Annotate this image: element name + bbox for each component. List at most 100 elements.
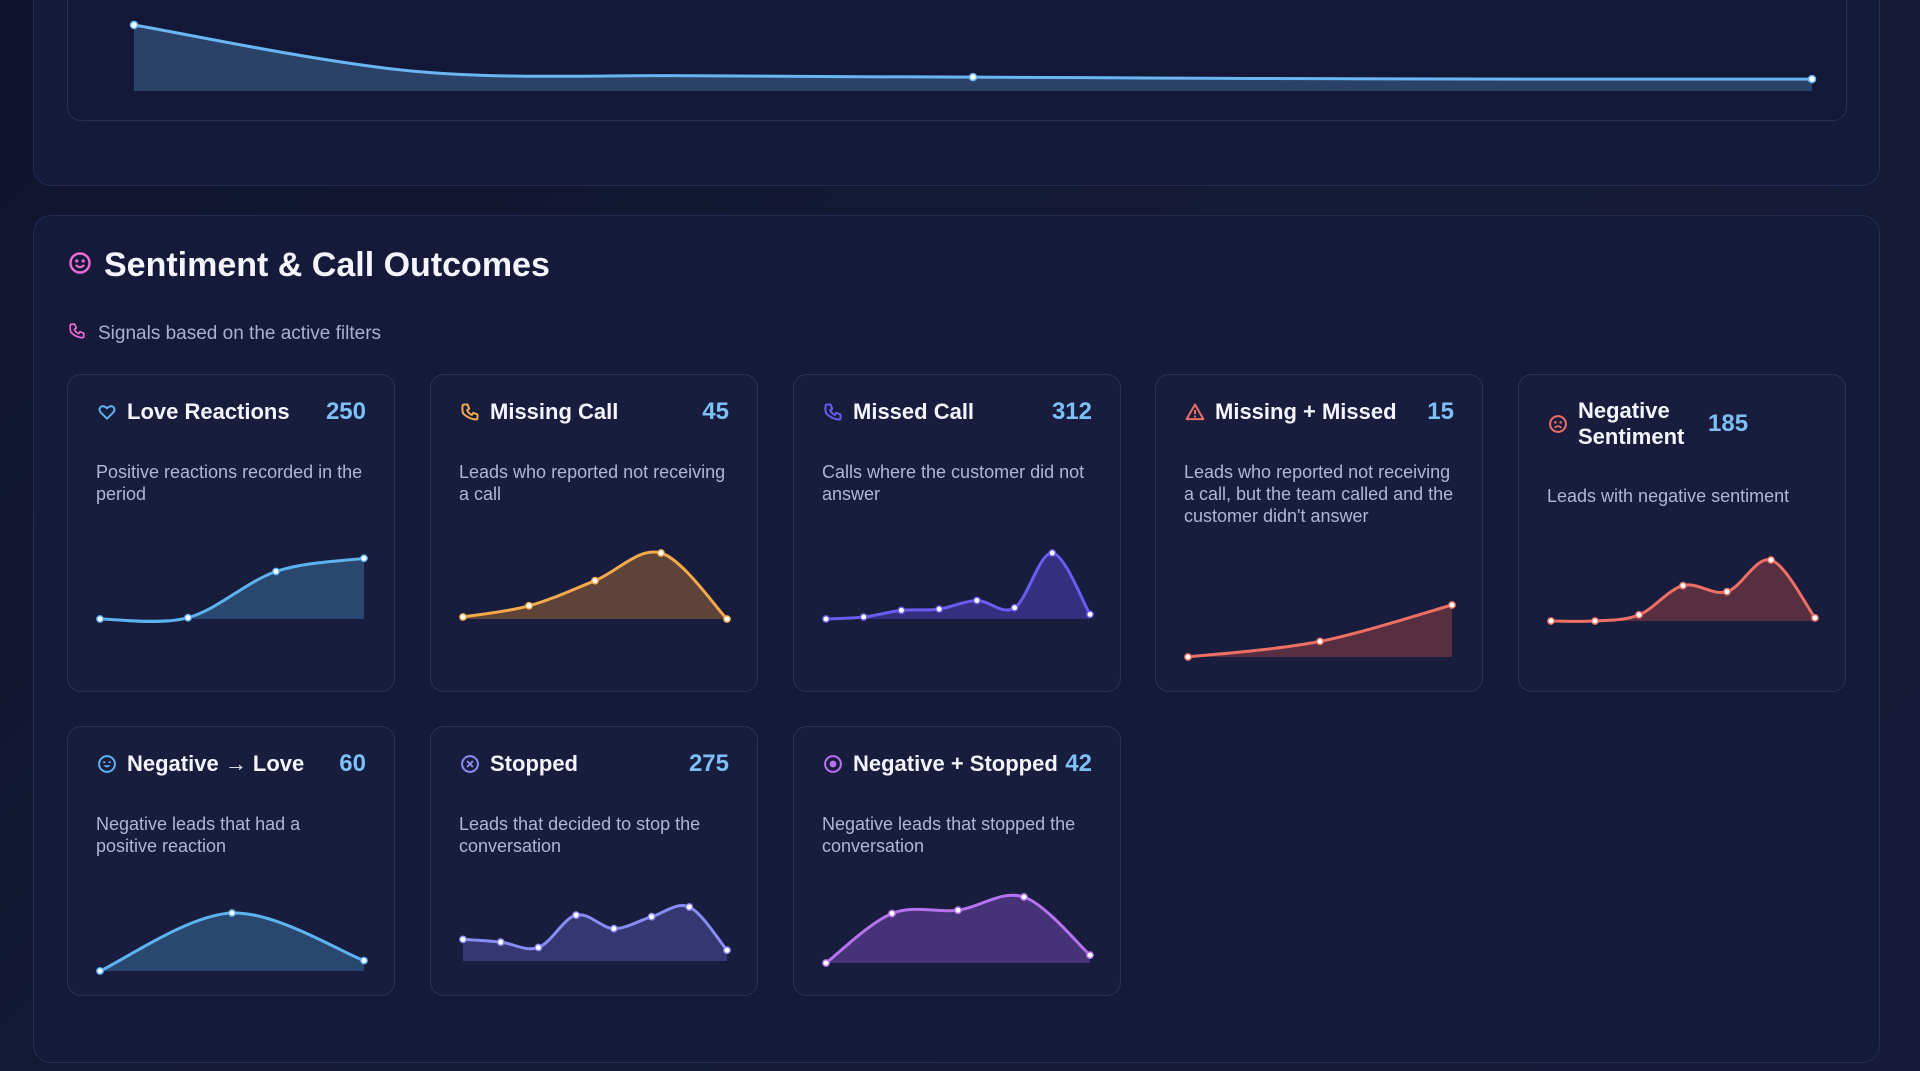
top-chart-point — [1807, 74, 1817, 84]
sparkline-point — [1010, 603, 1019, 612]
sparkline-point — [572, 911, 581, 920]
sparkline-point — [184, 613, 192, 622]
subtitle-text: Signals based on the active filters — [98, 322, 382, 344]
card-title: Missed Call — [853, 399, 975, 424]
sparkline-area — [826, 895, 1090, 963]
card-header: Missing Call 45 — [459, 397, 729, 427]
sparkline-chart — [96, 554, 368, 624]
card-description: Leads who reported not receiving a call — [459, 462, 726, 504]
sparkline-point — [272, 567, 280, 576]
sparkline-point — [525, 601, 533, 610]
card-title: Love Reactions — [127, 399, 290, 424]
metric-card-missed-call[interactable]: Missed Call 312 Calls where the customer d… — [793, 374, 1121, 692]
card-title: Missing Call — [490, 399, 619, 424]
sparkline-point — [1448, 601, 1456, 609]
top-panel — [33, 0, 1880, 186]
sparkline-area — [1188, 605, 1452, 657]
phone-icon — [68, 322, 86, 345]
sparkline-point — [459, 613, 467, 621]
phone-icon — [822, 401, 844, 423]
card-header: Missed Call 312 — [822, 397, 1092, 427]
card-title: Negative Sentiment — [1578, 398, 1685, 449]
sparkline-point — [1086, 951, 1094, 960]
top-chart-point — [968, 72, 978, 82]
metric-card-negative-stopped[interactable]: Negative + Stopped 42 Negative leads that … — [793, 726, 1121, 996]
metric-card-negative-sentiment[interactable]: Negative Sentiment 185 Leads with negative… — [1518, 374, 1846, 692]
sparkline-chart — [822, 893, 1094, 967]
sparkline-line — [98, 556, 366, 624]
sparkline-area — [463, 905, 727, 961]
sparkline-point — [609, 924, 618, 933]
sparkline-point — [954, 906, 962, 915]
card-description: Calls where the customer did not answer — [822, 462, 1085, 504]
sparkline-point — [1591, 617, 1599, 625]
card-title: Negative → Love — [127, 751, 305, 776]
card-description: Leads that decided to stop the conversat… — [459, 814, 701, 856]
section-header: Sentiment & Call Outcomes — [68, 246, 550, 285]
sparkline-chart — [459, 549, 731, 623]
sparkline-point — [888, 909, 896, 918]
frown-icon — [1547, 413, 1569, 435]
metric-card-negative-love[interactable]: Negative → Love 60 Negative leads that had… — [67, 726, 395, 996]
card-header: Stopped 275 — [459, 749, 729, 779]
sentiment-panel: Sentiment & Call Outcomes Signals based … — [33, 215, 1880, 1063]
card-description: Negative leads that had a positive react… — [96, 814, 301, 856]
sparkline-point — [96, 967, 104, 975]
section-title: Sentiment & Call Outcomes — [104, 246, 550, 284]
sparkline-point — [1184, 653, 1192, 661]
sparkline-area — [100, 558, 364, 622]
card-title: Negative + Stopped — [853, 751, 1058, 776]
sparkline-point — [822, 615, 830, 623]
card-value: 312 — [1051, 398, 1092, 425]
stop-circle-icon — [459, 753, 481, 775]
card-description: Positive reactions recorded in the perio… — [96, 462, 363, 504]
card-title: Stopped — [490, 751, 578, 776]
sparkline-point — [1048, 549, 1057, 557]
card-value: 15 — [1427, 398, 1454, 425]
card-description: Leads with negative sentiment — [1547, 486, 1790, 506]
top-line-chart — [129, 20, 1817, 91]
card-header: Negative Sentiment 185 — [1547, 397, 1817, 451]
sparkline-point — [723, 615, 731, 623]
metric-card-love-reactions[interactable]: Love Reactions 250 Positive reactions reco… — [67, 374, 395, 692]
sparkline-chart — [1547, 556, 1819, 625]
sparkline-chart — [459, 903, 731, 961]
card-header: Love Reactions 250 — [96, 397, 366, 427]
card-value: 275 — [688, 750, 729, 777]
sparkline-point — [96, 615, 104, 623]
sparkline-point — [1086, 610, 1094, 619]
sparkline-point — [1547, 617, 1555, 625]
sparkline-point — [496, 938, 505, 947]
sparkline-point — [1767, 556, 1775, 564]
sparkline-area — [826, 552, 1090, 619]
smile-icon — [68, 251, 92, 280]
top-chart-point — [129, 20, 139, 30]
sparkline-point — [972, 596, 981, 605]
top-chart-card — [67, 0, 1847, 121]
sparkline-point — [459, 935, 467, 944]
sparkline-point — [228, 909, 236, 917]
card-header: Negative + Stopped 42 — [822, 749, 1092, 779]
sparkline-point — [1635, 610, 1643, 619]
sparkline-area — [463, 551, 727, 619]
sparkline-point — [360, 956, 368, 965]
card-value: 250 — [325, 398, 366, 425]
metric-card-stopped[interactable]: Stopped 275 Leads that decided to stop the… — [430, 726, 758, 996]
heart-icon — [96, 401, 118, 423]
sparkline-point — [1020, 893, 1028, 901]
sparkline-point — [685, 903, 694, 911]
metric-card-missing-call[interactable]: Missing Call 45 Leads who reported not rec… — [430, 374, 758, 692]
card-header: Negative → Love 60 — [96, 749, 366, 779]
sparkline-point — [1811, 613, 1819, 622]
emoji-icon — [96, 753, 118, 775]
metric-card-missing-missed[interactable]: Missing + Missed 15 Leads who reported not… — [1155, 374, 1483, 692]
card-description: Leads who reported not receiving a call,… — [1184, 462, 1454, 526]
sparkline-point — [591, 576, 599, 585]
sparkline-point — [647, 912, 656, 921]
sparkline-point — [859, 613, 868, 621]
card-value: 42 — [1065, 750, 1092, 777]
sparkline-area — [100, 912, 364, 971]
sparkline-chart — [96, 909, 368, 975]
sparkline-point — [534, 943, 543, 952]
sparkline-area — [1551, 559, 1815, 622]
